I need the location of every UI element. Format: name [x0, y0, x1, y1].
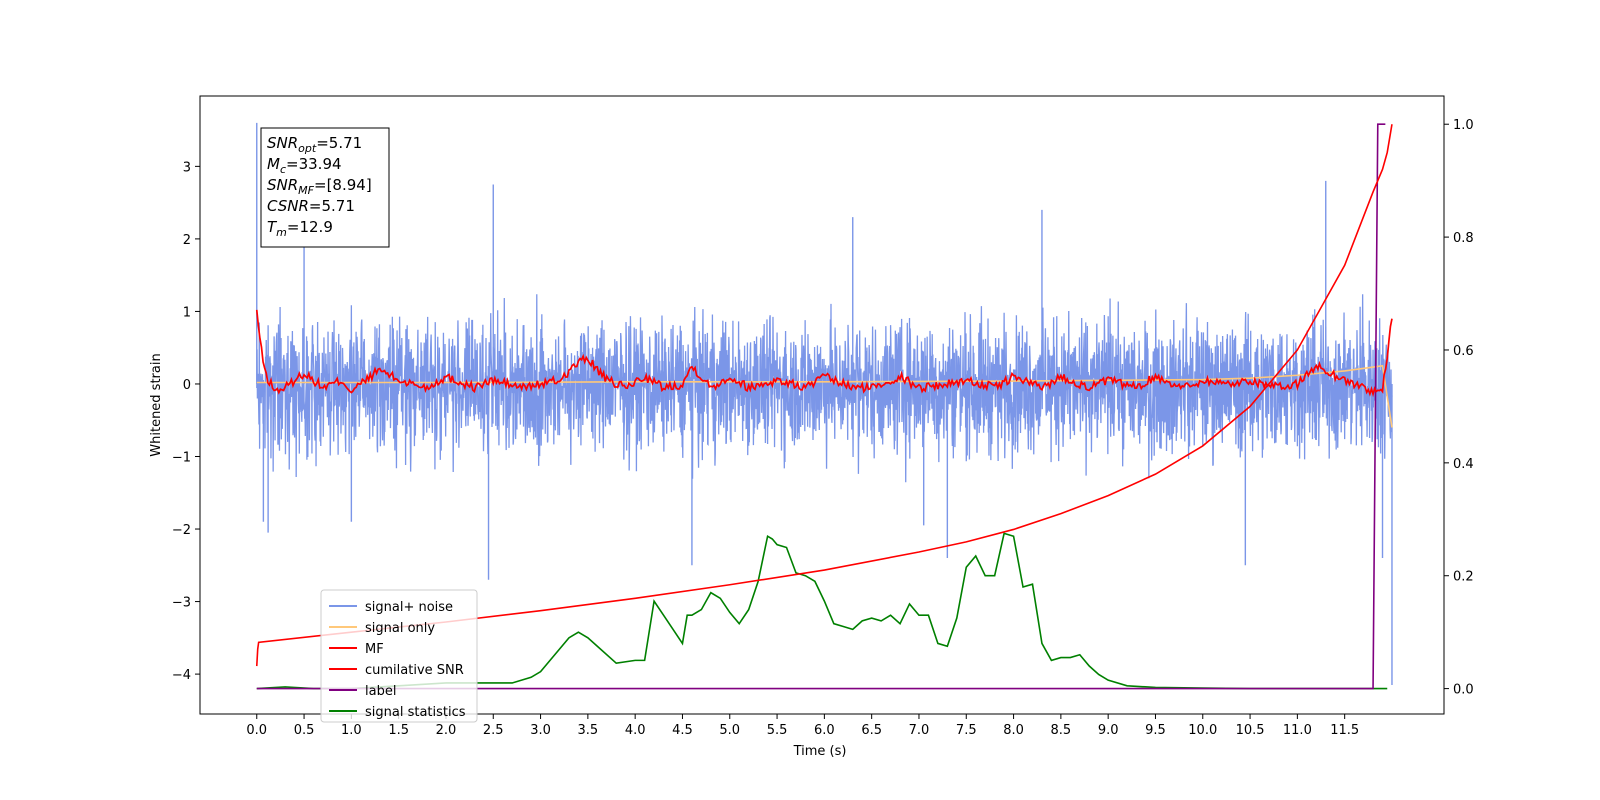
x-tick-label: 4.0: [625, 723, 646, 738]
axes-frame: [199, 95, 1445, 715]
series-line-signal-statistics: [256, 532, 1388, 690]
y2-tick-label: 0.0: [1453, 683, 1474, 698]
y-tick-label: −4: [172, 668, 191, 683]
info-box: SNRopt=5.71Mc=33.94SNRMF=[8.94]CSNR=5.71…: [260, 127, 390, 248]
x-tick-label: 0.5: [294, 723, 315, 738]
legend-entry: cumilative SNR: [365, 663, 464, 678]
legend-entry: signal only: [365, 621, 435, 636]
x-tick-label: 11.0: [1283, 723, 1312, 738]
y-tick-label: 3: [183, 160, 191, 175]
series-line-signal-only: [256, 364, 1393, 428]
y-tick-label: 2: [183, 233, 191, 248]
y-axis-left: −4 −3 −2 −1 0 1 2 3: [172, 160, 200, 683]
x-axis-label: Time (s): [793, 744, 847, 759]
legend-entry: signal+ noise: [365, 600, 453, 615]
x-tick-label: 1.5: [388, 723, 409, 738]
y2-tick-label: 0.8: [1453, 231, 1474, 246]
x-tick-label: 7.5: [956, 723, 977, 738]
x-tick-label: 3.0: [530, 723, 551, 738]
x-tick-label: 10.5: [1236, 723, 1265, 738]
series-line-label: [256, 123, 1386, 690]
x-tick-label: 8.0: [1003, 723, 1024, 738]
x-tick-label: 0.0: [246, 723, 267, 738]
y2-tick-label: 0.4: [1453, 457, 1474, 472]
x-tick-label: 11.5: [1330, 723, 1359, 738]
x-tick-label: 2.5: [483, 723, 504, 738]
x-tick-label: 6.0: [814, 723, 835, 738]
x-tick-label: 5.0: [719, 723, 740, 738]
x-tick-label: 2.0: [436, 723, 457, 738]
y2-tick-label: 0.2: [1453, 570, 1474, 585]
y-tick-label: −2: [172, 523, 191, 538]
y2-tick-label: 0.6: [1453, 344, 1474, 359]
y-axis-label: Whitened strain: [149, 353, 164, 456]
x-tick-label: 3.5: [578, 723, 599, 738]
info-box-entry: Mc=33.94: [267, 155, 342, 176]
x-tick-label: 1.0: [341, 723, 362, 738]
x-tick-label: 9.0: [1098, 723, 1119, 738]
x-tick-label: 4.5: [672, 723, 693, 738]
legend-entry: signal statistics: [365, 705, 466, 720]
info-box-entry: SNRopt=5.71: [267, 134, 362, 155]
x-tick-label: 5.5: [767, 723, 788, 738]
legend-frame: [320, 589, 478, 723]
info-box-entry: SNRMF=[8.94]: [267, 176, 372, 197]
x-tick-label: 10.0: [1188, 723, 1217, 738]
y-tick-label: −1: [172, 451, 191, 466]
y-tick-label: 0: [183, 378, 191, 393]
x-axis: 0.0 0.5 1.0 1.5 2.0 2.5 3.0 3.5 4.0 4.5 5.0 5.5 6.0 6…: [246, 714, 1359, 738]
legend: signal+ noise signal only MF cumilative SNR…: [320, 589, 478, 723]
series-line-mf: [255, 309, 1393, 398]
info-box-entry: CSNR=5.71: [267, 197, 355, 215]
legend-entry: label: [365, 684, 396, 699]
x-tick-label: 7.0: [909, 723, 930, 738]
info-box-frame: [260, 127, 390, 248]
y-tick-label: −3: [172, 596, 191, 611]
legend-entry: MF: [365, 642, 384, 657]
x-tick-label: 8.5: [1051, 723, 1072, 738]
y2-tick-label: 1.0: [1453, 118, 1474, 133]
y-axis-right: 0.0 0.2 0.4 0.6 0.8 1.0: [1444, 118, 1474, 698]
info-box-entry: Tm=12.9: [267, 218, 333, 239]
y-tick-label: 1: [183, 305, 191, 320]
x-tick-label: 9.5: [1145, 723, 1166, 738]
x-tick-label: 6.5: [861, 723, 882, 738]
